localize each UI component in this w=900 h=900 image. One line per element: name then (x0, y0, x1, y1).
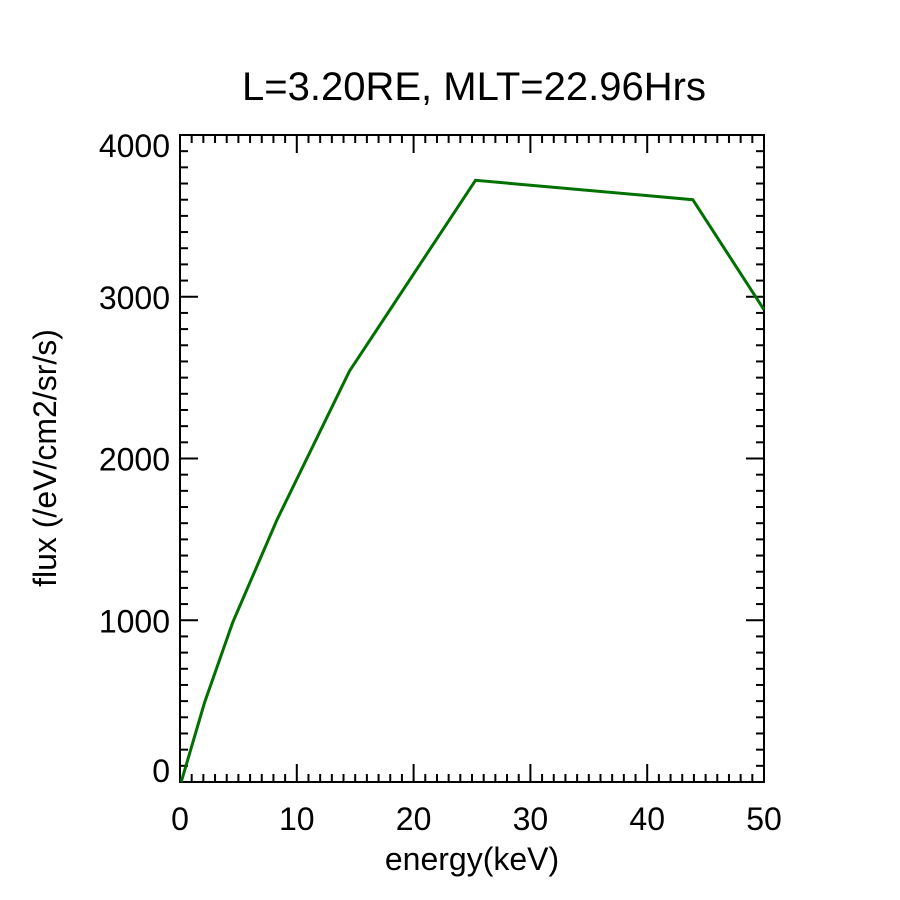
x-tick-label: 20 (396, 801, 432, 837)
series-group (179, 178, 766, 783)
y-tick-label: 0 (152, 753, 170, 789)
y-tick-label: 4000 (99, 128, 170, 164)
x-axis-label: energy(keV) (385, 841, 559, 877)
chart-title: L=3.20RE, MLT=22.96Hrs (242, 65, 706, 109)
x-tick-label: 50 (746, 801, 782, 837)
x-tick-label: 40 (629, 801, 665, 837)
y-axis-label: flux (/eV/cm2/sr/s) (27, 329, 63, 587)
x-tick-label: 10 (279, 801, 315, 837)
y-tick-label: 1000 (99, 603, 170, 639)
x-tick-label: 0 (171, 801, 189, 837)
axis-ticks (179, 134, 765, 783)
y-tick-label: 3000 (99, 280, 170, 316)
tick-labels: 0 10 20 30 40 50 0 1000 2000 3000 4000 (99, 128, 782, 837)
plot-frame (179, 134, 765, 783)
series-line (179, 178, 766, 783)
y-tick-label: 2000 (99, 442, 170, 478)
x-tick-label: 30 (513, 801, 549, 837)
